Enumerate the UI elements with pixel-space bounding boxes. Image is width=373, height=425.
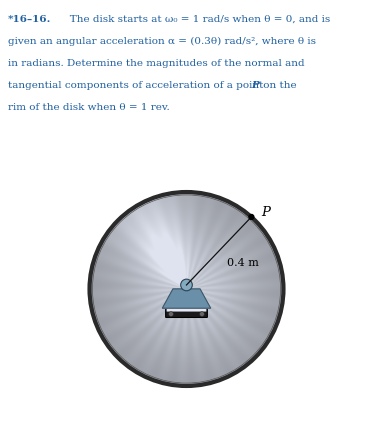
Text: given an angular acceleration α = (0.3θ) rad/s², where θ is: given an angular acceleration α = (0.3θ)… — [8, 37, 316, 46]
Circle shape — [181, 279, 192, 291]
Circle shape — [200, 312, 204, 317]
Text: 0.4 m: 0.4 m — [227, 258, 258, 268]
Text: tangential components of acceleration of a point: tangential components of acceleration of… — [8, 81, 267, 90]
Text: P: P — [261, 206, 270, 218]
Circle shape — [249, 215, 254, 219]
Polygon shape — [162, 289, 211, 308]
FancyBboxPatch shape — [167, 307, 206, 312]
Text: rim of the disk when θ = 1 rev.: rim of the disk when θ = 1 rev. — [8, 103, 170, 112]
Text: The disk starts at ω₀ = 1 rad/s when θ = 0, and is: The disk starts at ω₀ = 1 rad/s when θ =… — [60, 15, 330, 24]
Text: *16–16.: *16–16. — [8, 15, 51, 24]
Text: in radians. Determine the magnitudes of the normal and: in radians. Determine the magnitudes of … — [8, 59, 305, 68]
Text: P: P — [251, 81, 259, 90]
Circle shape — [169, 312, 173, 317]
Text: on the: on the — [260, 81, 297, 90]
FancyBboxPatch shape — [166, 309, 207, 317]
